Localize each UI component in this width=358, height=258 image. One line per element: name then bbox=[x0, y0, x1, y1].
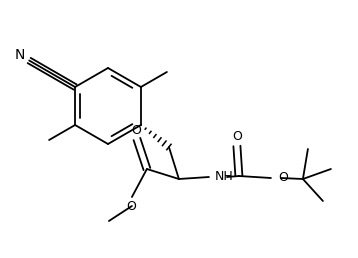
Text: O: O bbox=[126, 199, 136, 213]
Text: O: O bbox=[131, 124, 141, 136]
Text: O: O bbox=[232, 131, 242, 143]
Text: N: N bbox=[14, 48, 25, 62]
Text: NH: NH bbox=[215, 170, 234, 182]
Text: O: O bbox=[278, 171, 288, 183]
